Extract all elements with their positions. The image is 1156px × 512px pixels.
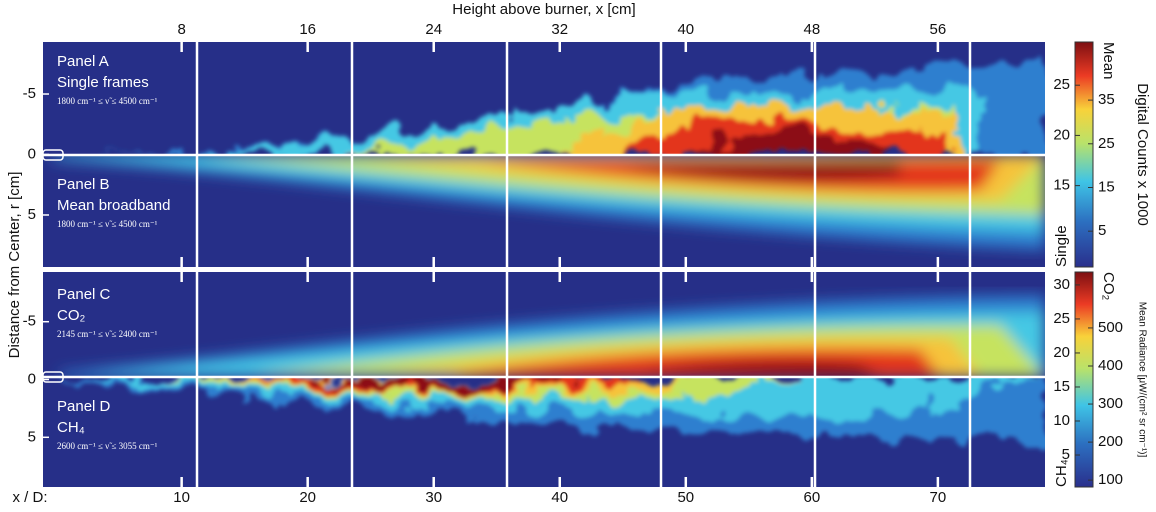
panel-range: 2145 cm⁻¹ ≤ ν̃ ≤ 2400 cm⁻¹ <box>57 329 158 339</box>
colorbar-title: Mean Radiance [μW/(cm² sr cm⁻¹)] <box>1136 302 1147 458</box>
panel-range: 1800 cm⁻¹ ≤ ν̃ ≤ 4500 cm⁻¹ <box>57 219 158 229</box>
y-tick-label: -5 <box>23 313 36 330</box>
colorbar-tick-label: 25 <box>1053 310 1070 327</box>
colorbar-title: Digital Counts x 1000 <box>1134 83 1151 226</box>
colorbar-tick-label: 5 <box>1062 446 1070 463</box>
colorbar-tick-label: 5 <box>1098 222 1106 239</box>
panel-b-image <box>50 155 1045 250</box>
colorbar-tick-label: 30 <box>1053 276 1070 293</box>
colorbar-tick-label: 100 <box>1098 471 1123 488</box>
panel-label: Panel D <box>57 398 111 415</box>
x2-tick-label: 20 <box>299 489 316 506</box>
y-tick-label: 5 <box>28 428 36 445</box>
panel-range: 2600 cm⁻¹ ≤ ν̃ ≤ 3055 cm⁻¹ <box>57 441 158 451</box>
colorbar-bottom-label: CH₄ <box>1053 459 1070 487</box>
x-tick-label: 16 <box>299 21 316 38</box>
x2-tick-label: 10 <box>173 489 190 506</box>
colorbar-tick-label: 15 <box>1053 177 1070 194</box>
colorbar <box>1074 41 1094 268</box>
panel-d-image <box>60 377 1045 440</box>
colorbar-top-label: CO₂ <box>1100 272 1117 301</box>
colorbar-tick-label: 20 <box>1053 344 1070 361</box>
panel-label: Panel B <box>57 176 110 193</box>
x-axis-label: Height above burner, x [cm] <box>452 1 635 18</box>
y-tick-label: 0 <box>28 145 36 162</box>
colorbar-tick-label: 20 <box>1053 126 1070 143</box>
colorbar <box>1074 271 1094 488</box>
x2-axis-label: x / D: <box>12 489 47 506</box>
x2-tick-label: 60 <box>803 489 820 506</box>
x-tick-label: 8 <box>177 21 185 38</box>
colorbar-top-label: Mean <box>1100 42 1117 80</box>
colorbar-tick-label: 10 <box>1053 412 1070 429</box>
colorbar-tick-label: 25 <box>1053 76 1070 93</box>
colorbar-tick-label: 400 <box>1098 357 1123 374</box>
panel-label: Panel C <box>57 286 111 303</box>
panel-gap <box>0 267 1045 272</box>
x-tick-label: 32 <box>551 21 568 38</box>
x2-tick-label: 70 <box>930 489 947 506</box>
colorbar-tick-label: 300 <box>1098 395 1123 412</box>
colorbar-tick-label: 35 <box>1098 91 1115 108</box>
y-axis-label: Distance from Center, r [cm] <box>6 172 23 359</box>
panel-name: CO₂ <box>57 307 86 324</box>
colorbar-tick-label: 25 <box>1098 135 1115 152</box>
colorbar-bottom-label: Single <box>1053 225 1070 267</box>
colorbar-tick-label: 15 <box>1098 178 1115 195</box>
frame-seams <box>43 42 1045 487</box>
x2-tick-label: 40 <box>551 489 568 506</box>
y-tick-label: -5 <box>23 85 36 102</box>
panel-name: Mean broadband <box>57 197 170 214</box>
panel-label: Panel A <box>57 53 109 70</box>
colorbar-tick-label: 500 <box>1098 319 1123 336</box>
x-tick-label: 56 <box>930 21 947 38</box>
x2-tick-label: 30 <box>425 489 442 506</box>
panel-name: Single frames <box>57 74 149 91</box>
x-tick-label: 48 <box>803 21 820 38</box>
x-tick-label: 40 <box>677 21 694 38</box>
y-tick-label: 5 <box>28 206 36 223</box>
panel-name: CH₄ <box>57 419 85 436</box>
y-tick-label: 0 <box>28 370 36 387</box>
x-tick-label: 24 <box>425 21 442 38</box>
panel-c-image <box>60 295 1045 377</box>
panel-range: 1800 cm⁻¹ ≤ ν̃ ≤ 4500 cm⁻¹ <box>57 96 158 106</box>
colorbar-tick-label: 15 <box>1053 378 1070 395</box>
colorbar-tick-label: 200 <box>1098 433 1123 450</box>
x2-tick-label: 50 <box>677 489 694 506</box>
